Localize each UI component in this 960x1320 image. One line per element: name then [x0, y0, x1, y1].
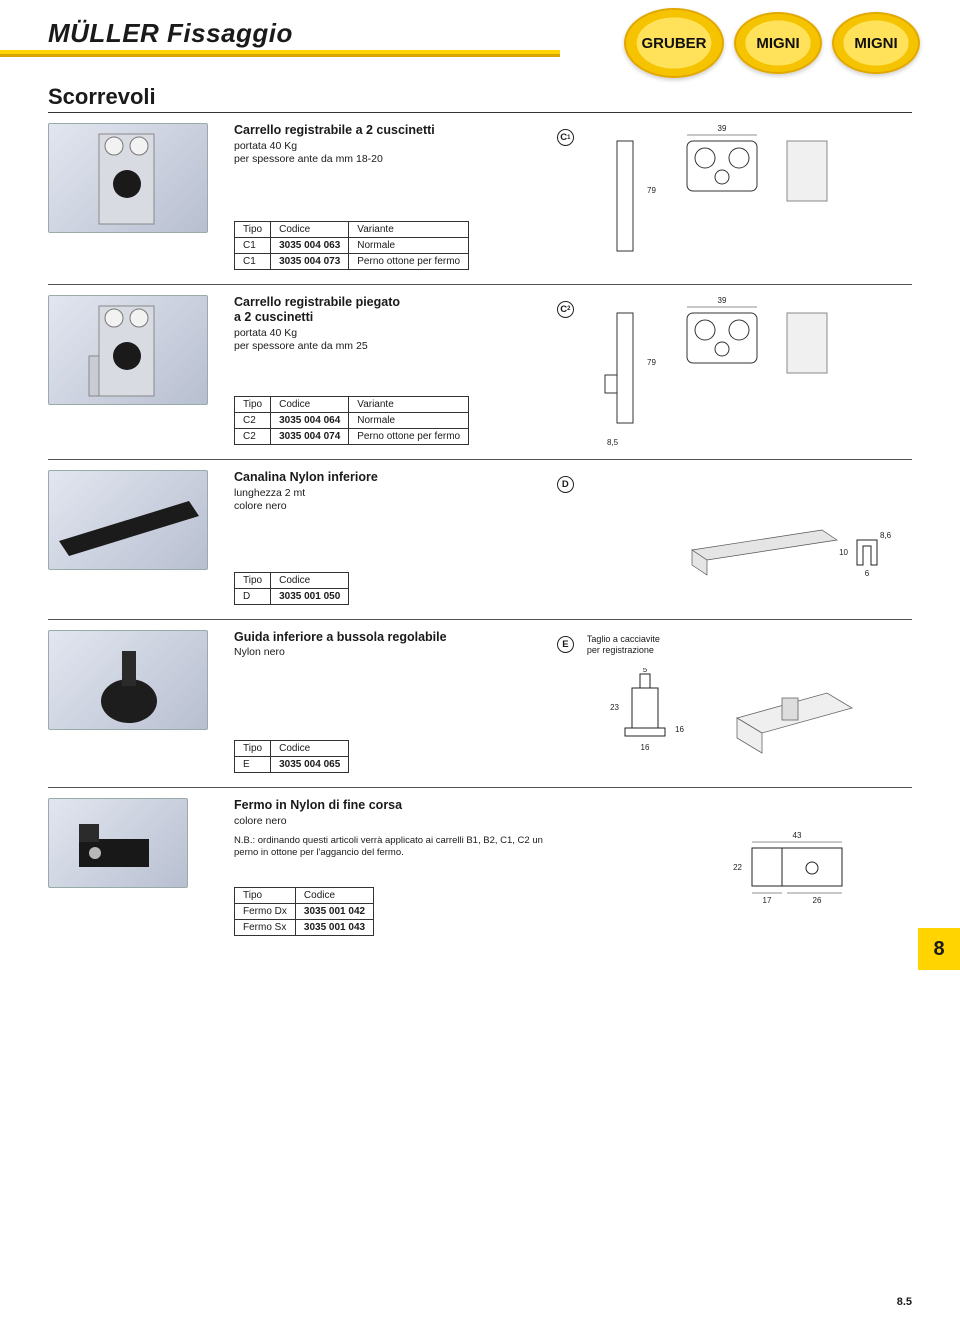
svg-text:39: 39: [717, 124, 726, 133]
product-sub2: per spessore ante da mm 18-20: [234, 153, 557, 165]
diagram-col: C1 39 79: [557, 123, 912, 270]
photo-col: [48, 123, 228, 270]
product-carrello-piegato: Carrello registrabile piegato a 2 cuscin…: [48, 285, 912, 460]
product-sub1: lunghezza 2 mt: [234, 487, 557, 499]
brand-badge-migni-2: MIGNI: [832, 12, 920, 74]
spec-table-b: TipoCodiceVariante C23035 004 064Normale…: [234, 396, 469, 445]
info-col: Carrello registrabile a 2 cuscinetti por…: [228, 123, 557, 270]
svg-text:6: 6: [865, 569, 870, 578]
svg-text:39: 39: [717, 296, 726, 305]
brand-badge-gruber: GRUBER: [624, 8, 724, 78]
svg-text:16: 16: [640, 743, 649, 752]
svg-text:16: 16: [675, 725, 684, 734]
brand-row: GRUBER MIGNI MIGNI: [624, 8, 920, 78]
diagram-col: C2 39 79 8,5: [557, 295, 912, 445]
diagram-col: 43 22 17 26: [557, 798, 912, 936]
svg-text:17: 17: [763, 896, 772, 905]
tech-drawing-b: 39 79 8,5: [587, 295, 867, 450]
spec-table-e: TipoCodice Fermo Dx3035 001 042 Fermo Sx…: [234, 887, 374, 936]
tech-drawing-a: 39 79: [587, 123, 867, 273]
info-col: Carrello registrabile piegato a 2 cuscin…: [228, 295, 557, 445]
note-taglio: Taglio a cacciavite per registrazione: [587, 634, 660, 657]
diagram-col: E Taglio a cacciavite per registrazione …: [557, 630, 912, 774]
header-divider: [0, 50, 560, 57]
product-carrello-2cuscinetti: Carrello registrabile a 2 cuscinetti por…: [48, 113, 912, 285]
product-title: Carrello registrabile a 2 cuscinetti: [234, 123, 557, 139]
side-page-tab: 8: [918, 928, 960, 970]
table-row: C23035 004 074Perno ottone per fermo: [235, 428, 469, 444]
photo-col: [48, 295, 228, 445]
product-sub1: Nylon nero: [234, 646, 557, 658]
svg-text:22: 22: [733, 863, 742, 872]
spec-table-c: TipoCodice D3035 001 050: [234, 572, 349, 605]
footer-page-number: 8.5: [897, 1296, 912, 1308]
svg-text:10: 10: [839, 548, 848, 557]
product-sub1: portata 40 Kg: [234, 140, 557, 152]
product-photo-b: [48, 295, 208, 405]
marker-e: E: [557, 636, 574, 653]
table-row: Fermo Dx3035 001 042: [235, 904, 374, 920]
table-row: C13035 004 063Normale: [235, 237, 469, 253]
svg-text:5: 5: [643, 668, 648, 674]
table-row: Fermo Sx3035 001 043: [235, 920, 374, 936]
diagram-col: D 8,6 10 6: [557, 470, 912, 605]
photo-col: [48, 470, 228, 605]
table-row: C13035 004 073Perno ottone per fermo: [235, 253, 469, 269]
product-sub2: colore nero: [234, 500, 557, 512]
info-col: Fermo in Nylon di fine corsa colore nero…: [228, 798, 557, 936]
svg-text:8,5: 8,5: [607, 438, 619, 447]
brand-badge-migni-1: MIGNI: [734, 12, 822, 74]
table-row: E3035 004 065: [235, 757, 349, 773]
product-photo-c: [48, 470, 208, 570]
product-sub2: per spessore ante da mm 25: [234, 340, 557, 352]
product-title: Carrello registrabile piegato: [234, 295, 557, 311]
table-row: D3035 001 050: [235, 588, 349, 604]
product-sub1: portata 40 Kg: [234, 327, 557, 339]
svg-text:79: 79: [647, 358, 656, 367]
photo-col: [48, 630, 228, 774]
marker-c2: C2: [557, 301, 574, 318]
product-guida-bussola: Guida inferiore a bussola regolabile Nyl…: [48, 620, 912, 789]
product-photo-d: [48, 630, 208, 730]
section-title: Scorrevoli: [48, 84, 912, 110]
tech-drawing-d: 5 23 16 16: [577, 668, 877, 778]
svg-text:8,6: 8,6: [880, 531, 892, 540]
product-title: Guida inferiore a bussola regolabile: [234, 630, 557, 646]
info-col: Guida inferiore a bussola regolabile Nyl…: [228, 630, 557, 774]
svg-text:43: 43: [793, 831, 802, 840]
svg-text:23: 23: [610, 703, 619, 712]
svg-text:79: 79: [647, 186, 656, 195]
tech-drawing-e: 43 22 17 26: [682, 828, 902, 938]
marker-d: D: [557, 476, 574, 493]
product-title: Canalina Nylon inferiore: [234, 470, 557, 486]
product-canalina: Canalina Nylon inferiore lunghezza 2 mt …: [48, 460, 912, 620]
photo-col: [48, 798, 228, 936]
product-title-2: a 2 cuscinetti: [234, 310, 557, 326]
page-header: MÜLLER Fissaggio GRUBER MIGNI MIGNI: [0, 0, 960, 80]
svg-text:26: 26: [813, 896, 822, 905]
section-heading: Scorrevoli: [48, 80, 912, 113]
marker-c1: C1: [557, 129, 574, 146]
product-sub1: colore nero: [234, 815, 557, 827]
product-fermo-nylon: Fermo in Nylon di fine corsa colore nero…: [48, 788, 912, 950]
product-photo-e: [48, 798, 188, 888]
product-photo-a: [48, 123, 208, 233]
product-note: N.B.: ordinando questi articoli verrà ap…: [234, 835, 557, 860]
info-col: Canalina Nylon inferiore lunghezza 2 mt …: [228, 470, 557, 605]
tech-drawing-c: 8,6 10 6: [682, 510, 902, 590]
product-title: Fermo in Nylon di fine corsa: [234, 798, 557, 814]
table-row: C23035 004 064Normale: [235, 412, 469, 428]
spec-table-a: TipoCodiceVariante C13035 004 063Normale…: [234, 221, 469, 270]
spec-table-d: TipoCodice E3035 004 065: [234, 740, 349, 773]
